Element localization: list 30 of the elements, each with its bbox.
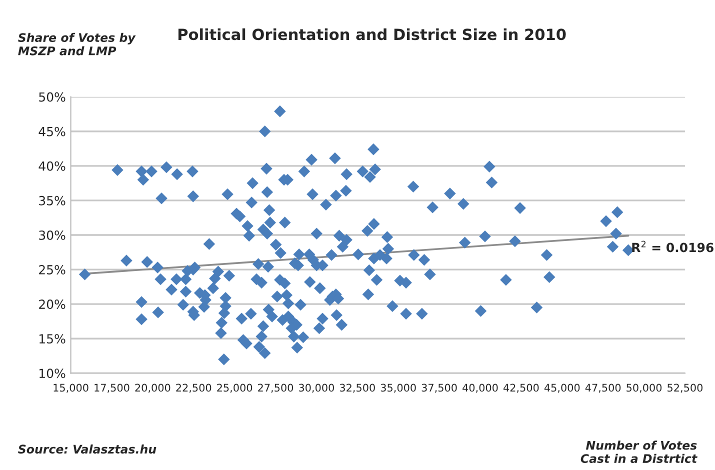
y-tick-label: 20%	[39, 300, 66, 310]
y-tick-label: 10%	[40, 368, 66, 378]
x-tick-label: 45,000	[544, 384, 580, 393]
x-tick-label: 30,000	[299, 384, 334, 393]
x-tick-label: 47,500	[585, 384, 621, 393]
x-tick-label: 25,000	[217, 384, 252, 393]
x-tick-label: 35,000	[380, 384, 416, 393]
x-tick-label: 20,000	[135, 384, 170, 393]
y-axis-title: Share of Votes by MSZP and LMP	[18, 32, 136, 56]
y-tick-label: 15%	[40, 334, 66, 344]
y-tick-label: 25%	[39, 265, 66, 274]
x-axis-title: Number of Votes Cast in a Distrtict	[580, 440, 698, 464]
x-tick-label: 42,500	[503, 384, 539, 393]
x-tick-label: 17,500	[94, 384, 130, 393]
x-tick-label: 22,500	[176, 384, 212, 393]
y-tick-label: 40%	[38, 161, 66, 171]
x-tick-label: 37,500	[422, 384, 457, 393]
x-tick-label: 40,000	[462, 384, 498, 393]
x-tick-label: 50,000	[626, 384, 662, 393]
x-tick-label: 27,500	[258, 384, 294, 393]
y-tick-label: 50%	[39, 92, 66, 102]
x-tick-label: 32,500	[340, 384, 375, 393]
y-tick-label: 30%	[39, 230, 66, 240]
chart-title: Political Orientation and District Size in 2010	[178, 28, 566, 40]
y-tick-label: 35%	[39, 196, 66, 206]
x-tick-label: 15,000	[54, 384, 88, 393]
annotation: R$^{2}$ = 0.0196	[632, 240, 714, 252]
source-note: Source: Valasztas.hu	[18, 444, 156, 454]
x-tick-label: 52,500	[668, 384, 702, 393]
y-tick-label: 45%	[38, 126, 66, 136]
